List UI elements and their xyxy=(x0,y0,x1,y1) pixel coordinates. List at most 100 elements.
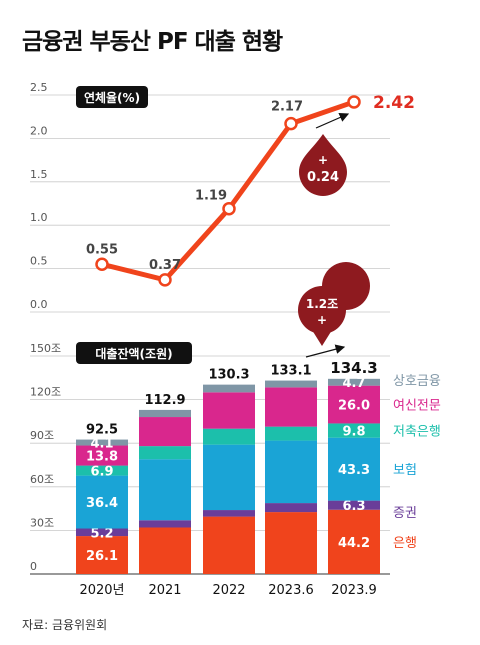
bar-segment-여신전문 xyxy=(328,385,380,424)
x-axis-labels: 2020년 2021 2022 2023.6 2023.9 xyxy=(79,583,376,598)
bar-segment-상호금융 xyxy=(328,378,380,386)
bar-segment-증권 xyxy=(328,500,380,510)
chart-title: 금융권 부동산 PF 대출 현황 xyxy=(22,29,283,55)
legend-entry-상호금융: 상호금융 xyxy=(393,374,441,389)
bar-segment-증권 xyxy=(265,503,317,513)
bar-chart-label: 대출잔액(조원) xyxy=(95,346,172,361)
bar-segment-label: 44.2 xyxy=(338,536,370,551)
bar-segment-보험 xyxy=(139,459,191,521)
line-trend-arrow xyxy=(315,112,350,129)
bar-segment-label: 9.8 xyxy=(342,425,365,440)
rate-point xyxy=(95,257,109,272)
bar-change-badge xyxy=(298,286,346,334)
bar-segment-label: 26.0 xyxy=(338,399,370,414)
bar-segment-여신전문 xyxy=(139,417,191,447)
bar-total-label: 133.1 xyxy=(270,364,311,379)
rate-point xyxy=(284,116,298,131)
bar-change-sign: + xyxy=(317,313,327,327)
bar-change-value: 1.2조 xyxy=(306,297,338,311)
legend-entry-보험: 보험 xyxy=(393,463,417,478)
bar-segment-보험 xyxy=(328,437,380,501)
bar-segment-여신전문 xyxy=(203,392,255,429)
bar-total-label: 112.9 xyxy=(144,393,185,408)
x-axis-label: 2023.9 xyxy=(331,583,377,598)
bar-segment-label: 36.4 xyxy=(86,496,118,511)
y-axis-ticks: 0.0 0.5 1.0 1.5 2.0 2.5 0 30조 60조 90조 120조 150조 xyxy=(30,81,61,573)
bar-y-tick-label: 150조 xyxy=(30,342,61,355)
line-label-box xyxy=(76,86,148,108)
line-change-value: 0.24 xyxy=(307,170,339,185)
bar-segment-저축은행 xyxy=(265,426,317,441)
line-series: 0.55 0.37 1.19 2.17 2.42 xyxy=(86,93,415,287)
bar-segment-저축은행 xyxy=(139,446,191,460)
line-y-tick-label: 1.5 xyxy=(30,168,48,181)
bar-segment-증권 xyxy=(76,528,128,537)
bar-segment-label: 4.1 xyxy=(90,437,113,452)
bar-segment-label: 13.8 xyxy=(86,450,118,465)
bar-segment-저축은행 xyxy=(203,428,255,445)
line-chart-label: 연체율(%) xyxy=(84,90,140,105)
line-y-tick-label: 2.5 xyxy=(30,81,48,94)
bar-segment-은행 xyxy=(76,536,128,574)
rate-value-label: 1.19 xyxy=(195,189,227,204)
x-axis-label: 2022 xyxy=(212,583,245,598)
bar-label-box xyxy=(76,342,192,364)
bar-segment-보험 xyxy=(203,444,255,511)
line-y-tick-label: 0.0 xyxy=(30,298,48,311)
bar-trend-arrow xyxy=(305,344,346,358)
bar-segment-label: 5.2 xyxy=(90,526,113,541)
bar-series: 26.1 5.2 36.4 6.913.84.192.5 112.9 130.3 133.1… xyxy=(76,359,380,574)
bar-y-tick-label: 0 xyxy=(30,560,37,573)
bar-segment-label: 6.9 xyxy=(90,465,113,480)
bar-segment-상호금융 xyxy=(76,439,128,446)
bar-total-label: 92.5 xyxy=(86,423,118,438)
bar-segment-은행 xyxy=(203,516,255,574)
bar-segment-상호금융 xyxy=(265,380,317,388)
legend-entry-저축은행: 저축은행 xyxy=(393,424,441,440)
rate-value-label: 2.42 xyxy=(373,93,415,113)
bar-segment-저축은행 xyxy=(76,465,128,476)
rate-point xyxy=(347,95,361,109)
bar-segment-label: 4.7 xyxy=(342,376,365,391)
bar-segment-보험 xyxy=(265,440,317,504)
x-axis-label: 2021 xyxy=(148,583,181,598)
legend-entry-증권: 증권 xyxy=(393,506,417,521)
bar-segment-상호금융 xyxy=(203,384,255,393)
bar-segment-은행 xyxy=(328,509,380,574)
x-axis-label: 2020년 xyxy=(79,583,124,598)
bar-y-tick-label: 90조 xyxy=(30,429,54,442)
bar-change-badge-tip xyxy=(312,330,332,346)
rate-value-label: 0.37 xyxy=(149,258,181,273)
bar-segment-증권 xyxy=(203,510,255,517)
rate-value-label: 0.55 xyxy=(86,242,118,257)
bar-segment-은행 xyxy=(265,512,317,574)
bar-segment-label: 26.1 xyxy=(86,549,118,564)
legend-entry-여신전문: 여신전문 xyxy=(393,399,441,414)
line-change-badge xyxy=(299,134,347,196)
bar-y-tick-label: 120조 xyxy=(30,386,61,399)
line-y-tick-label: 2.0 xyxy=(30,124,48,137)
bar-total-label: 130.3 xyxy=(208,368,249,383)
legend-entry-은행: 은행 xyxy=(393,535,417,551)
rate-point xyxy=(222,201,236,216)
x-axis-label: 2023.6 xyxy=(268,583,314,598)
line-y-tick-label: 1.0 xyxy=(30,211,48,224)
bar-total-label: 134.3 xyxy=(330,359,377,377)
line-change-sign: + xyxy=(318,153,328,167)
bar-segment-증권 xyxy=(139,520,191,528)
bar-segment-label: 6.3 xyxy=(342,499,365,514)
bar-segment-label: 43.3 xyxy=(338,463,370,478)
bar-y-tick-label: 30조 xyxy=(30,516,54,529)
bar-segment-보험 xyxy=(76,475,128,529)
bar-segment-상호금융 xyxy=(139,409,191,418)
rate-point xyxy=(158,273,172,287)
bar-segment-저축은행 xyxy=(328,423,380,438)
bar-segment-은행 xyxy=(139,527,191,574)
bar-segment-여신전문 xyxy=(265,387,317,427)
bar-y-tick-label: 60조 xyxy=(30,473,54,486)
legend: 은행 증권 보험 저축은행 여신전문 상호금융 xyxy=(393,374,441,551)
line-y-tick-label: 0.5 xyxy=(30,255,48,268)
bar-segment-여신전문 xyxy=(76,445,128,466)
rate-value-label: 2.17 xyxy=(271,100,303,115)
